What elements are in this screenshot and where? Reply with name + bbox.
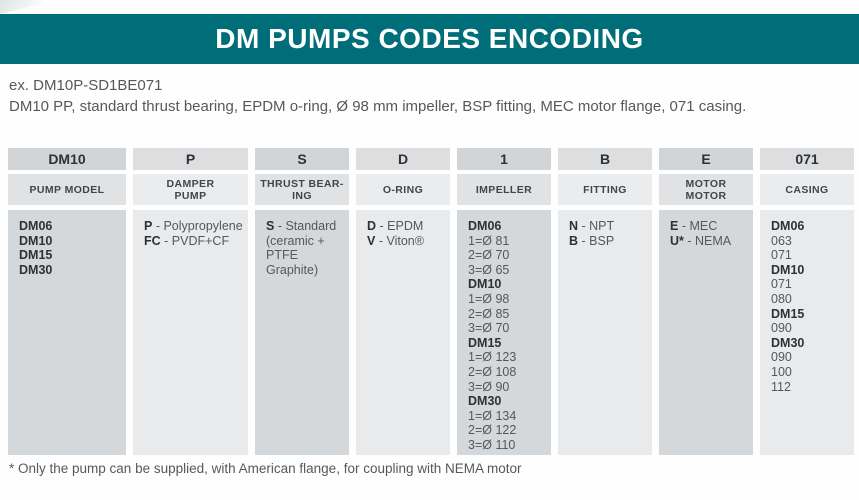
label-cell-casing: CASING <box>760 174 854 205</box>
body-line: 3=Ø 70 <box>468 321 510 336</box>
body-line: S - Standard <box>266 219 337 233</box>
body-line: D - EPDM <box>367 219 424 233</box>
body-cell-motor: E - MEC U* - NEMA <box>659 210 753 455</box>
body-cell-o-ring: D - EPDM V - Viton® <box>356 210 450 455</box>
body-line: 2=Ø 70 <box>468 248 510 263</box>
body-line: DM30 <box>771 335 805 350</box>
label-cell-thrust-bearing: THRUST BEAR- ING <box>255 174 349 205</box>
body-line: 080 <box>771 291 792 306</box>
example-block: ex. DM10P-SD1BE071 DM10 PP, standard thr… <box>9 75 850 117</box>
body-line: P - Polypropylene <box>144 219 243 233</box>
body-line: (ceramic + <box>266 233 325 248</box>
code-cell-pump-model: DM10 <box>8 148 126 170</box>
body-line: FC - PVDF+CF <box>144 233 230 248</box>
body-line: U* - NEMA <box>670 233 732 248</box>
label-line: PUMP <box>174 189 207 202</box>
label-row: PUMP MODEL DAMPER PUMP THRUST BEAR- ING O-RIN… <box>8 174 854 205</box>
label-line: THRUST BEAR- <box>260 177 344 190</box>
body-line: 1=Ø 123 <box>468 350 517 365</box>
body-cell-damper-pump: P - Polypropylene FC - PVDF+CF <box>133 210 248 455</box>
body-line: DM06 <box>19 219 53 233</box>
label-cell-fitting: FITTING <box>558 174 652 205</box>
body-line: 2=Ø 122 <box>468 423 517 438</box>
label-line: FITTING <box>583 183 627 196</box>
body-cell-casing: DM06 063 071 DM10 071 080 DM15 090 DM30 090 100 112 <box>760 210 854 455</box>
label-line: ING <box>292 189 312 202</box>
body-line: N - NPT <box>569 219 615 233</box>
body-cell-impeller: DM06 1=Ø 81 2=Ø 70 3=Ø 65 DM10 1=Ø 98 2=Ø 85 3=… <box>457 210 551 455</box>
page-title: DM PUMPS CODES ENCODING <box>215 23 644 54</box>
example-description: DM10 PP, standard thrust bearing, EPDM o… <box>9 98 747 115</box>
page-corner-decoration <box>0 0 58 14</box>
label-cell-impeller: IMPELLER <box>457 174 551 205</box>
code-cell-fitting: B <box>558 148 652 170</box>
body-line: V - Viton® <box>367 233 424 248</box>
body-line: DM10 <box>19 233 53 248</box>
body-line: 090 <box>771 350 792 365</box>
body-line: 071 <box>771 248 792 263</box>
code-cell-impeller: 1 <box>457 148 551 170</box>
label-cell-motor: MOTOR MOTOR <box>659 174 753 205</box>
body-line: DM15 <box>19 248 53 263</box>
body-line: PTFE Graphite) <box>266 248 319 277</box>
body-line: 1=Ø 98 <box>468 291 510 306</box>
body-line: DM15 <box>468 335 502 350</box>
label-cell-pump-model: PUMP MODEL <box>8 174 126 205</box>
body-row: DM06 DM10 DM15 DM30 P - Polypropylene FC - PV… <box>8 210 854 455</box>
body-line: E - MEC <box>670 219 718 233</box>
body-line: 090 <box>771 321 792 336</box>
footnote: * Only the pump can be supplied, with Am… <box>9 461 522 476</box>
body-line: DM15 <box>771 306 805 321</box>
body-line: DM06 <box>771 219 805 233</box>
label-line: MOTOR <box>685 189 727 202</box>
example-code: ex. DM10P-SD1BE071 <box>9 77 163 94</box>
body-line: DM10 <box>468 277 502 292</box>
body-line: DM06 <box>468 219 502 233</box>
code-row: DM10 P S D 1 B E 071 <box>8 148 854 170</box>
label-line: DAMPER <box>166 177 215 190</box>
label-cell-damper-pump: DAMPER PUMP <box>133 174 248 205</box>
label-cell-o-ring: O-RING <box>356 174 450 205</box>
body-line: 1=Ø 134 <box>468 408 517 423</box>
body-line: 2=Ø 85 <box>468 306 510 321</box>
code-cell-motor: E <box>659 148 753 170</box>
body-line: DM10 <box>771 262 805 277</box>
body-line: 071 <box>771 277 792 292</box>
title-banner: DM PUMPS CODES ENCODING <box>0 14 859 64</box>
body-line: B - BSP <box>569 233 615 248</box>
body-line: 2=Ø 108 <box>468 364 517 379</box>
body-line: 100 <box>771 364 792 379</box>
body-line: 1=Ø 81 <box>468 233 510 248</box>
label-line: IMPELLER <box>475 183 533 196</box>
code-cell-o-ring: D <box>356 148 450 170</box>
label-line: O-RING <box>382 183 424 196</box>
body-line: 3=Ø 90 <box>468 379 510 394</box>
label-line: CASING <box>785 183 829 196</box>
body-line: 063 <box>771 233 792 248</box>
body-line: DM30 <box>19 262 53 277</box>
code-cell-damper-pump: P <box>133 148 248 170</box>
body-cell-thrust-bearing: S - Standard (ceramic + PTFE Graphite) <box>255 210 349 455</box>
body-line: DM30 <box>468 394 502 409</box>
codes-table: DM10 P S D 1 B E 071 PUMP MODEL DAMPER PUMP THRUST… <box>8 148 854 455</box>
body-line: 3=Ø 110 <box>468 437 516 452</box>
label-line: MOTOR <box>685 177 727 190</box>
body-line: 3=Ø 65 <box>468 262 510 277</box>
code-cell-thrust-bearing: S <box>255 148 349 170</box>
body-cell-fitting: N - NPT B - BSP <box>558 210 652 455</box>
code-cell-casing: 071 <box>760 148 854 170</box>
label-line: PUMP MODEL <box>29 183 105 196</box>
body-cell-pump-model: DM06 DM10 DM15 DM30 <box>8 210 126 455</box>
body-line: 112 <box>771 379 791 394</box>
